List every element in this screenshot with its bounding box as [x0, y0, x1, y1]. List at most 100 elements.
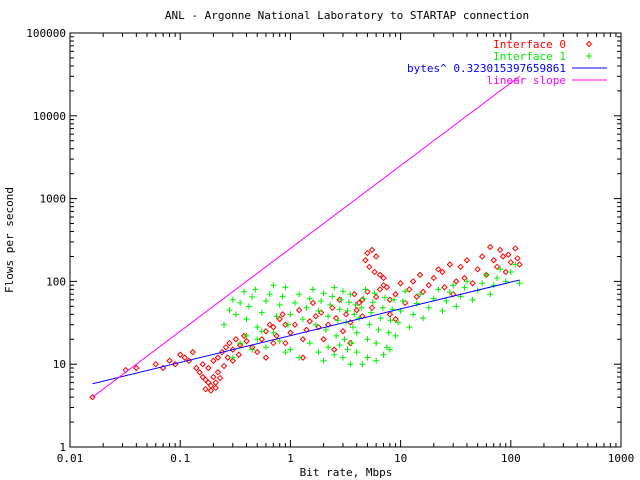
series-0-point [266, 321, 273, 328]
axis-ticks: 0.01 0.1 1 10 100 1000 1 10 100 1000 10000 100000 [26, 27, 634, 465]
series-1-point [483, 271, 490, 278]
series-1-point [258, 328, 265, 335]
series-0-point [368, 304, 376, 312]
series-1-point [487, 291, 494, 298]
series-1-point [410, 311, 417, 318]
series-0-point [207, 387, 215, 394]
series-0-point [406, 286, 413, 293]
series-0-point [295, 306, 303, 314]
series-1-point [352, 301, 359, 308]
series-0-point [222, 344, 230, 351]
series-1-point [364, 336, 371, 343]
series-1-point [353, 349, 360, 356]
series-1-point [425, 304, 432, 311]
series-1-point [320, 357, 327, 364]
series-1-point [347, 361, 354, 368]
series-0-point [210, 357, 217, 364]
series-1-point [344, 346, 351, 353]
series-3-line [92, 75, 520, 398]
series-0-point [413, 293, 420, 301]
series-1-point [390, 296, 397, 303]
series-1-point [296, 291, 303, 298]
series-1-point [446, 289, 453, 296]
series-1-point [237, 340, 244, 347]
series-0-point [416, 271, 424, 279]
series-0-point [474, 266, 481, 273]
series-1-point [479, 280, 486, 287]
series-1-point [306, 295, 313, 302]
series-0-point [309, 299, 317, 307]
series-1-point [385, 329, 392, 336]
series-1-point [443, 297, 450, 304]
series-1-point [299, 316, 306, 323]
series-0-point [324, 321, 332, 328]
series-0-point [291, 321, 299, 328]
x-tick-label: 0.01 [57, 452, 84, 465]
series-1-point [353, 329, 360, 336]
series-0-point [507, 259, 515, 266]
series-1-point [226, 307, 233, 314]
series-1-point [282, 284, 289, 291]
series-1-point [359, 361, 366, 368]
series-0-point [409, 278, 417, 285]
series-0-point [502, 268, 509, 276]
x-tick-label: 100 [501, 452, 521, 465]
series-0-point [262, 354, 270, 361]
series-1-point [333, 332, 340, 339]
series-1-point [373, 357, 380, 364]
y-tick-label: 100 [46, 275, 66, 288]
series-0-point [392, 291, 399, 298]
series-0-point [505, 251, 512, 258]
series-0-point [254, 348, 261, 356]
series-1-point [320, 290, 327, 297]
series-0-point [133, 364, 140, 372]
series-1-point [358, 304, 365, 311]
data-marks [89, 75, 523, 401]
series-1-point [338, 296, 345, 303]
series-0-point [496, 246, 504, 254]
series-0-point [299, 354, 307, 361]
series-0-point [317, 309, 325, 316]
y-tick-label: 10000 [33, 110, 66, 123]
series-0-point [279, 311, 286, 318]
series-1-point [221, 321, 228, 328]
legend-diamond-swatch [585, 40, 593, 48]
series-0-point [514, 255, 521, 262]
series-1-point [303, 304, 310, 311]
series-1-point [270, 282, 277, 289]
series-1-point [351, 311, 358, 318]
series-1-point [315, 349, 322, 356]
series-1-point [287, 311, 294, 318]
y-tick-label: 10 [53, 358, 66, 371]
series-1-point [463, 278, 470, 285]
series-1-point [516, 280, 523, 287]
series-1-point [395, 319, 402, 326]
series-1-point [439, 307, 446, 314]
series-1-point [450, 282, 457, 289]
series-0-point [229, 357, 236, 364]
series-1-point [241, 288, 248, 295]
series-0-point [270, 323, 277, 331]
series-1-point [402, 288, 409, 295]
series-1-point [254, 324, 261, 331]
series-1-point [296, 354, 303, 361]
series-1-point [348, 340, 355, 347]
series-1-point [369, 299, 376, 306]
series-1-point [270, 329, 277, 336]
series-1-point [291, 299, 298, 306]
legend-label: Interface 0 [493, 38, 566, 51]
series-0-point [202, 385, 209, 393]
series-1-point [249, 293, 256, 300]
series-1-point [373, 340, 380, 347]
series-1-point [494, 274, 501, 281]
y-tick-label: 1 [59, 441, 66, 454]
series-0-point [210, 373, 217, 381]
series-1-point [322, 326, 329, 333]
series-1-point [345, 299, 352, 306]
series-1-point [417, 291, 424, 298]
series-1-point [334, 317, 341, 324]
series-0-point [380, 281, 387, 289]
series-1-point [344, 307, 351, 314]
series-1-point [383, 344, 390, 351]
series-1-point [366, 321, 373, 328]
